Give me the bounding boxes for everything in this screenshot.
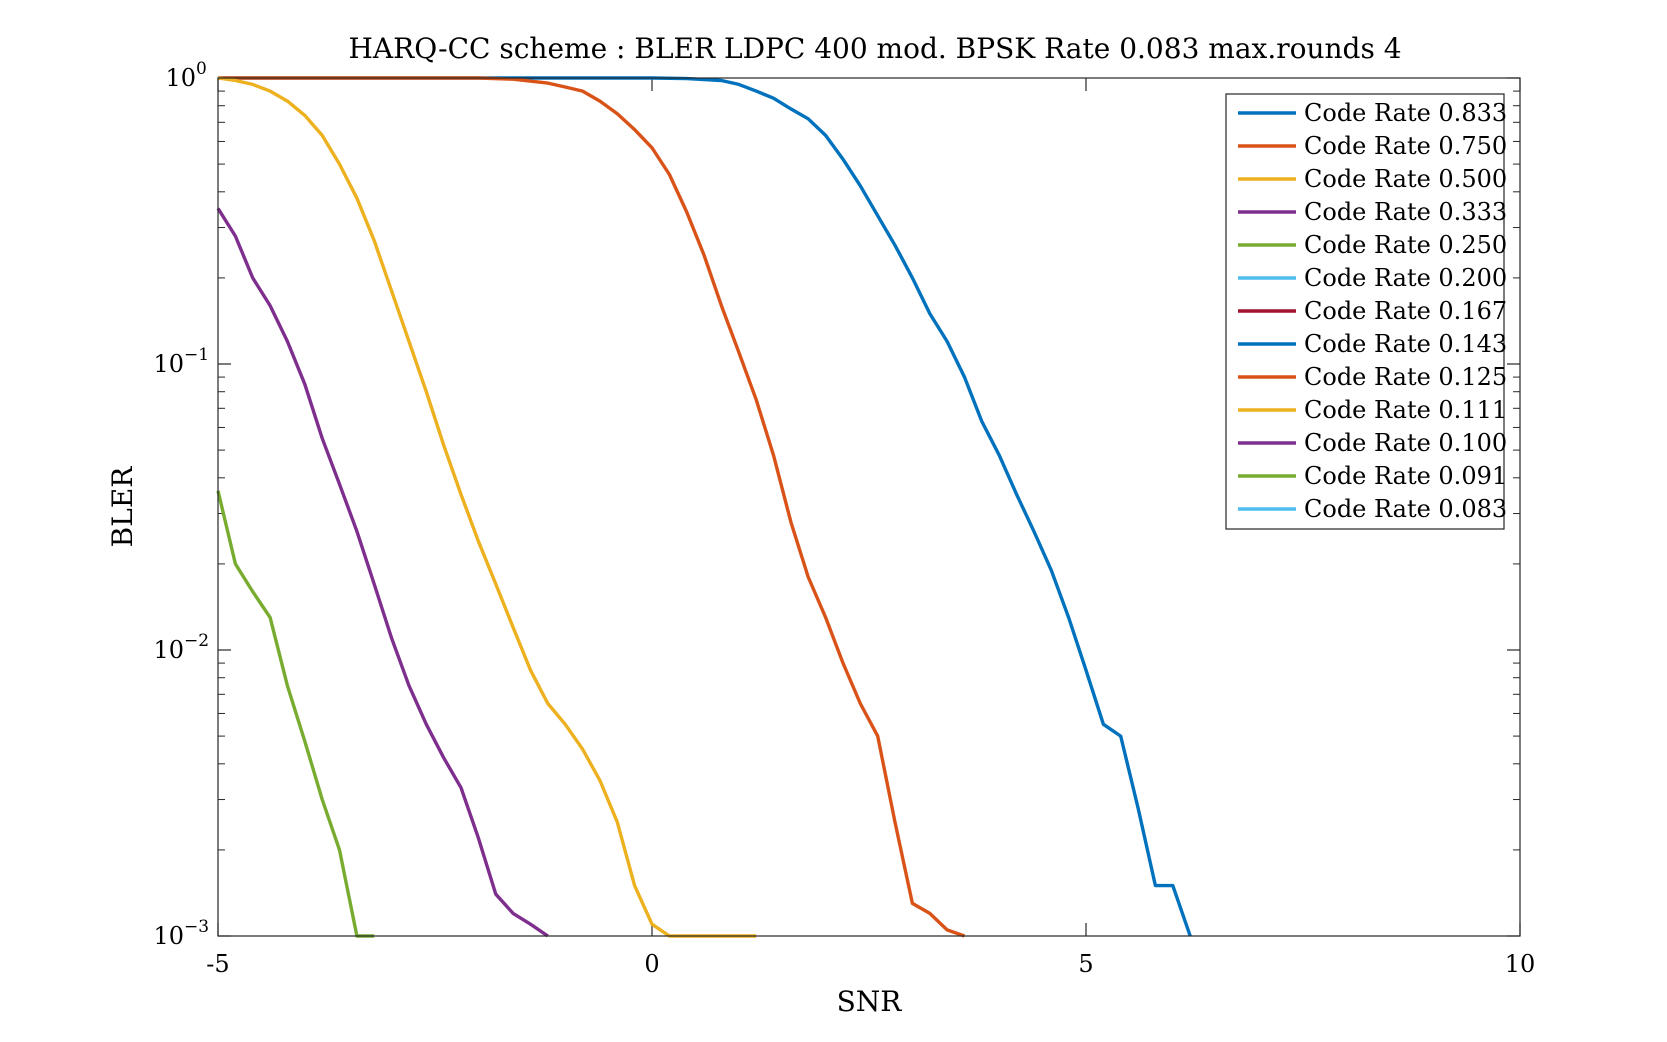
series-line [218, 76, 966, 938]
legend-item: Code Rate 0.750 [1238, 132, 1507, 160]
legend-item: Code Rate 0.250 [1238, 231, 1507, 259]
y-tick-label: 10 −2 [153, 631, 209, 664]
legend-item: Code Rate 0.100 [1238, 429, 1507, 457]
legend-item: Code Rate 0.083 [1238, 495, 1507, 523]
legend-item: Code Rate 0.111 [1238, 396, 1507, 424]
legend-label: Code Rate 0.167 [1304, 297, 1507, 325]
series-line [218, 76, 1192, 937]
legend-label: Code Rate 0.125 [1304, 363, 1507, 391]
y-tick-exponent: −1 [184, 345, 209, 365]
legend-label: Code Rate 0.500 [1304, 165, 1507, 193]
legend-item: Code Rate 0.500 [1238, 165, 1507, 193]
legend-items: Code Rate 0.833 Code Rate 0.750 Code Rate … [1238, 99, 1507, 523]
y-tick-exponent: −2 [184, 631, 209, 651]
y-tick-label: 10 −1 [153, 345, 209, 378]
series-line [217, 76, 757, 938]
minor-ticks [218, 90, 1520, 851]
y-tick-label: 10 0 [165, 59, 206, 92]
y-tick-mantissa: 10 [153, 636, 184, 664]
legend-label: Code Rate 0.333 [1304, 198, 1507, 226]
legend-label: Code Rate 0.750 [1304, 132, 1507, 160]
x-tick-label: -5 [206, 950, 229, 978]
x-tick-label: 5 [1078, 950, 1093, 978]
x-tick-label: 0 [644, 950, 659, 978]
legend-item: Code Rate 0.200 [1238, 264, 1507, 292]
y-tick-label: 10 −3 [153, 917, 209, 950]
y-tick-exponent: 0 [196, 59, 207, 79]
y-tick-exponent: −3 [184, 917, 209, 937]
x-tick-labels: -5 0 5 10 [206, 950, 1535, 978]
legend-label: Code Rate 0.100 [1304, 429, 1507, 457]
series-line [216, 207, 549, 938]
legend-label: Code Rate 0.833 [1304, 99, 1507, 127]
legend-item: Code Rate 0.833 [1238, 99, 1507, 127]
legend-item: Code Rate 0.333 [1238, 198, 1507, 226]
legend-label: Code Rate 0.083 [1304, 495, 1507, 523]
x-axis-label: SNR [837, 985, 903, 1018]
legend-label: Code Rate 0.143 [1304, 330, 1507, 358]
chart-title: HARQ-CC scheme : BLER LDPC 400 mod. BPSK… [348, 32, 1401, 65]
series-lines [216, 76, 1192, 938]
legend-item: Code Rate 0.167 [1238, 297, 1507, 325]
legend-label: Code Rate 0.111 [1304, 396, 1507, 424]
legend-item: Code Rate 0.143 [1238, 330, 1507, 358]
legend-label: Code Rate 0.091 [1304, 462, 1507, 490]
axes-box [217, 77, 1521, 937]
legend-item: Code Rate 0.091 [1238, 462, 1507, 490]
legend-label: Code Rate 0.250 [1304, 231, 1507, 259]
y-axis-label: BLER [106, 466, 139, 548]
legend-label: Code Rate 0.200 [1304, 264, 1507, 292]
x-tick-label: 10 [1505, 950, 1536, 978]
y-tick-mantissa: 10 [165, 64, 196, 92]
y-tick-mantissa: 10 [153, 350, 184, 378]
series-line [216, 490, 375, 938]
legend-item: Code Rate 0.125 [1238, 363, 1507, 391]
y-tick-mantissa: 10 [153, 922, 184, 950]
legend: Code Rate 0.833 Code Rate 0.750 Code Rate … [1225, 93, 1507, 530]
